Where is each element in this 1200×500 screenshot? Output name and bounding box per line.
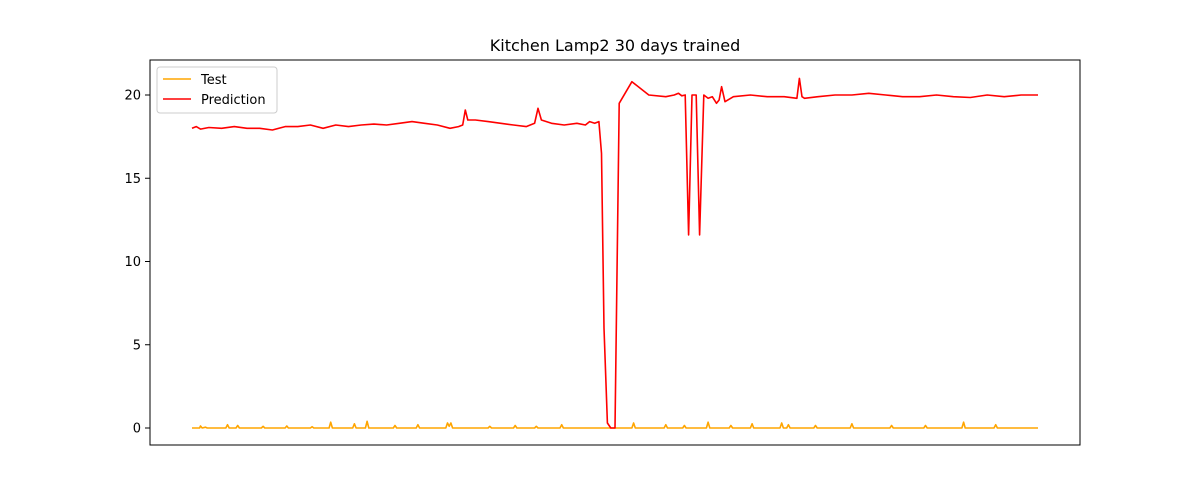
y-tick-label: 20	[124, 89, 141, 104]
chart-title: Kitchen Lamp2 30 days trained	[490, 36, 740, 55]
y-tick-label: 10	[124, 255, 141, 270]
legend: Test Prediction	[156, 66, 278, 114]
legend-label-prediction: Prediction	[201, 93, 266, 108]
series-line-prediction	[191, 77, 1038, 429]
series-layer	[191, 77, 1038, 429]
legend-label-test: Test	[200, 73, 227, 88]
y-tick-label: 15	[124, 172, 141, 187]
y-tick-label: 0	[133, 422, 141, 437]
series-line-test	[192, 420, 1038, 429]
y-tick-label: 5	[133, 338, 141, 353]
y-axis: 0 5 10 15 20	[124, 89, 150, 437]
plot-area	[149, 59, 1081, 446]
axes-frame	[149, 59, 1081, 446]
